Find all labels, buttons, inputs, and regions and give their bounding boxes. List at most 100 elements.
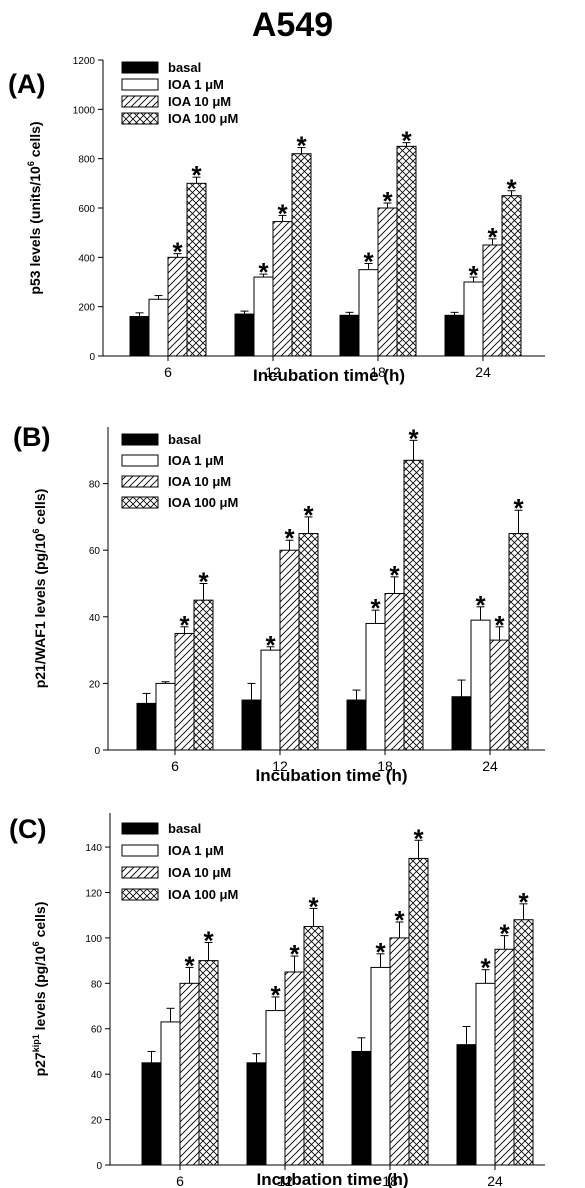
y-tick-label: 100 bbox=[85, 934, 102, 945]
bar bbox=[351, 1050, 372, 1166]
x-tick-label: 18 bbox=[377, 758, 393, 774]
y-axis-title-sup: 6 bbox=[31, 528, 41, 533]
legend-swatch bbox=[121, 844, 159, 857]
y-tick-label: 80 bbox=[91, 979, 103, 990]
bar bbox=[508, 533, 529, 751]
panel-label: (C) bbox=[9, 814, 46, 844]
y-axis-title-sup: kip1 bbox=[31, 1034, 41, 1052]
x-tick-label: 12 bbox=[272, 758, 288, 774]
y-tick-label: 600 bbox=[78, 204, 95, 215]
panel-label: (A) bbox=[8, 69, 45, 99]
x-tick-label: 6 bbox=[171, 758, 179, 774]
bar bbox=[279, 549, 300, 751]
y-tick-label: 400 bbox=[78, 253, 95, 264]
significance-star: * bbox=[468, 260, 479, 290]
significance-star: * bbox=[258, 257, 269, 287]
y-tick-label: 120 bbox=[85, 888, 102, 899]
significance-star: * bbox=[303, 500, 314, 530]
legend-swatch bbox=[121, 866, 159, 879]
legend-label: IOA 10 μM bbox=[168, 865, 231, 880]
legend-swatch bbox=[121, 95, 159, 108]
significance-star: * bbox=[203, 925, 214, 955]
legend-label: IOA 100 μM bbox=[168, 495, 238, 510]
legend-label: IOA 1 μM bbox=[168, 453, 224, 468]
bar bbox=[513, 919, 534, 1166]
bar bbox=[198, 960, 219, 1166]
legend-swatch bbox=[121, 61, 159, 74]
bar bbox=[141, 1062, 162, 1166]
x-tick-label: 24 bbox=[487, 1173, 503, 1188]
significance-star: * bbox=[394, 905, 405, 935]
bar bbox=[129, 316, 150, 357]
chart-panel-2: (B) 0 20 40 60 80 6 12 18 24 Incubation time (h) p2… bbox=[13, 422, 545, 785]
significance-star: * bbox=[270, 980, 281, 1010]
legend-label: IOA 100 μM bbox=[168, 887, 238, 902]
significance-star: * bbox=[506, 174, 517, 204]
significance-star: * bbox=[413, 823, 424, 853]
legend-label: IOA 100 μM bbox=[168, 111, 238, 126]
y-axis-title-part: p21/WAF1 levels (pg/10 bbox=[32, 533, 48, 688]
x-axis-title: Incubation time (h) bbox=[253, 366, 405, 385]
bar bbox=[260, 649, 281, 751]
bar bbox=[370, 966, 391, 1166]
bar bbox=[234, 313, 255, 357]
legend-swatch bbox=[121, 112, 159, 125]
significance-star: * bbox=[184, 950, 195, 980]
y-tick-label: 40 bbox=[89, 613, 101, 624]
x-tick-label: 6 bbox=[176, 1173, 184, 1188]
legend-swatch bbox=[121, 433, 159, 446]
x-tick-label: 24 bbox=[482, 758, 498, 774]
bar bbox=[384, 592, 405, 751]
significance-star: * bbox=[499, 919, 510, 949]
bar bbox=[494, 948, 515, 1166]
bar bbox=[291, 153, 312, 357]
y-tick-label: 0 bbox=[89, 352, 95, 363]
significance-star: * bbox=[487, 222, 498, 252]
bar bbox=[186, 182, 207, 357]
significance-star: * bbox=[284, 523, 295, 553]
bar bbox=[303, 926, 324, 1166]
significance-star: * bbox=[382, 186, 393, 216]
significance-star: * bbox=[480, 953, 491, 983]
bar bbox=[241, 699, 262, 751]
significance-star: * bbox=[265, 630, 276, 660]
bar bbox=[470, 619, 491, 751]
bar bbox=[298, 533, 319, 751]
bar bbox=[451, 696, 472, 751]
significance-star: * bbox=[401, 126, 412, 156]
bar bbox=[501, 195, 522, 357]
y-tick-label: 40 bbox=[91, 1070, 103, 1081]
x-axis-title: Incubation time (h) bbox=[255, 766, 407, 785]
significance-star: * bbox=[475, 590, 486, 620]
legend-swatch bbox=[121, 822, 159, 835]
bar bbox=[179, 982, 200, 1166]
y-tick-label: 140 bbox=[85, 843, 102, 854]
legend-label: IOA 10 μM bbox=[168, 94, 231, 109]
y-tick-label: 20 bbox=[91, 1116, 103, 1127]
y-axis-title-sup: 6 bbox=[31, 941, 41, 946]
significance-star: * bbox=[198, 567, 209, 597]
y-axis-title-part: p27 bbox=[32, 1052, 48, 1076]
bar bbox=[136, 702, 157, 751]
y-axis-title-part: cells) bbox=[32, 489, 48, 529]
legend-label: basal bbox=[168, 60, 201, 75]
bar bbox=[489, 639, 510, 751]
y-axis-title: p53 levels (units/106 cells) bbox=[26, 121, 43, 294]
legend-swatch bbox=[121, 496, 159, 509]
y-axis-title-part: p53 levels (units/10 bbox=[27, 166, 43, 295]
y-tick-label: 20 bbox=[89, 679, 101, 690]
significance-star: * bbox=[513, 493, 524, 523]
x-axis-title: Incubation time (h) bbox=[256, 1170, 408, 1188]
bar bbox=[265, 1010, 286, 1166]
x-tick-label: 24 bbox=[475, 364, 491, 380]
legend-swatch bbox=[121, 78, 159, 91]
significance-star: * bbox=[296, 131, 307, 161]
bar bbox=[482, 244, 503, 357]
significance-star: * bbox=[289, 939, 300, 969]
panel-label: (B) bbox=[13, 422, 50, 452]
legend-label: basal bbox=[168, 432, 201, 447]
significance-star: * bbox=[370, 593, 381, 623]
significance-star: * bbox=[389, 560, 400, 590]
bar bbox=[272, 221, 293, 357]
y-axis-title: p27kip1 levels (pg/106 cells) bbox=[31, 902, 48, 1077]
